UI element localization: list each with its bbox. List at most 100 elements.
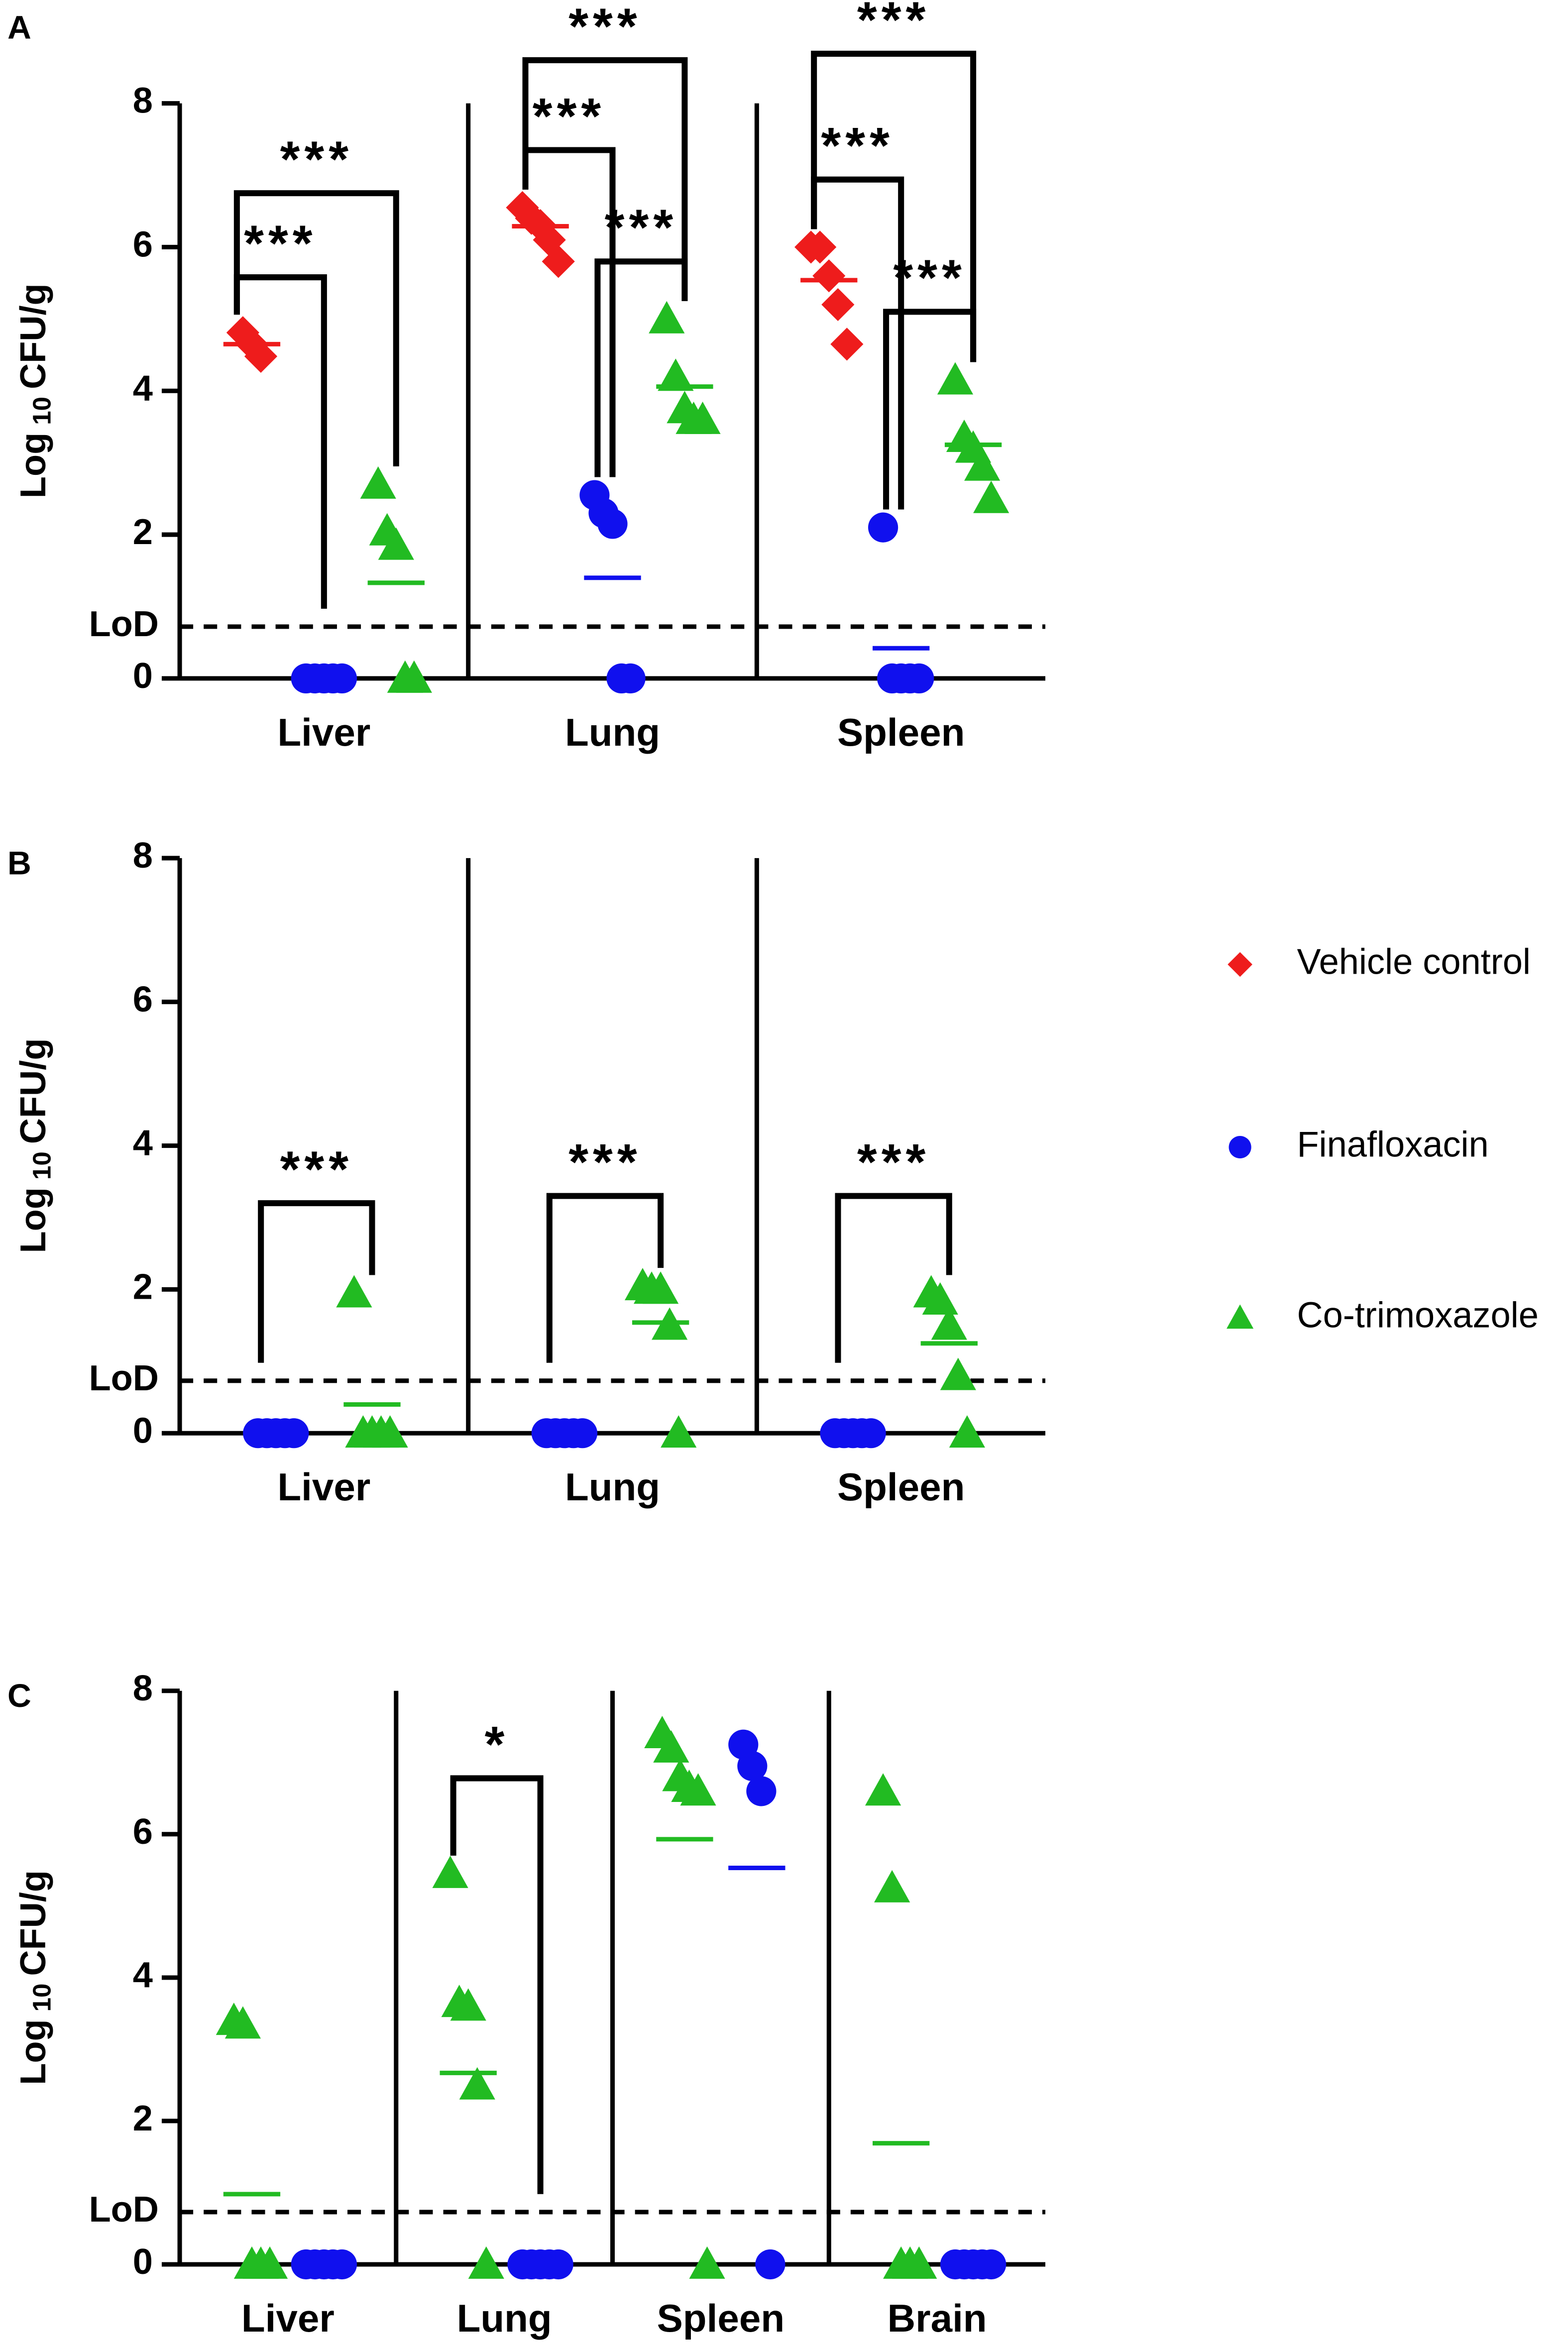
- y-axis-label: Log 10 CFU/g: [13, 1870, 55, 2085]
- bracket: [258, 1200, 375, 1363]
- significance-label: ***: [857, 1133, 930, 1191]
- point: [865, 1773, 901, 1806]
- point: [949, 1415, 985, 1448]
- bracket: [233, 190, 399, 466]
- x-tick-label: Lung: [565, 710, 660, 754]
- point: [653, 1730, 689, 1763]
- point: [1227, 1304, 1254, 1329]
- point: [372, 1415, 408, 1448]
- point: [224, 2006, 261, 2039]
- point: [468, 2246, 504, 2279]
- point: [1228, 952, 1252, 977]
- y-tick-label: 8: [133, 836, 153, 876]
- point: [922, 1282, 958, 1315]
- y-tick-label: 0: [133, 2242, 153, 2282]
- lod-label: LoD: [89, 1358, 159, 1398]
- x-tick-label: Brain: [888, 2296, 987, 2340]
- point: [830, 328, 864, 361]
- point: [904, 663, 934, 693]
- point: [746, 1776, 777, 1806]
- y-label-text: Log: [13, 2019, 53, 2085]
- point: [1229, 1136, 1251, 1159]
- lod-label: LoD: [89, 604, 159, 644]
- point: [396, 660, 432, 693]
- point: [459, 2067, 495, 2100]
- panel-label: C: [7, 1678, 31, 1714]
- panel-label: B: [7, 845, 31, 882]
- x-tick-label: Spleen: [837, 710, 965, 754]
- x-tick-label: Spleen: [657, 2296, 784, 2340]
- significance-label: ***: [244, 215, 317, 272]
- point: [432, 1855, 468, 1888]
- point: [360, 466, 396, 499]
- x-tick-label: Liver: [277, 710, 370, 754]
- bracket: [450, 1775, 544, 2194]
- x-tick-label: Lung: [457, 2296, 552, 2340]
- legend-label: Co-trimoxazole: [1297, 1296, 1538, 1336]
- point: [680, 1773, 716, 1806]
- y-label-sub: 10: [27, 397, 56, 425]
- y-label-sub: 10: [27, 1151, 56, 1180]
- bracket: [522, 57, 688, 301]
- significance-label: ***: [857, 0, 930, 48]
- y-tick-label: 4: [133, 368, 153, 408]
- panel-label: A: [7, 9, 31, 46]
- y-tick-label: 6: [133, 224, 153, 264]
- significance-label: *: [485, 1715, 509, 1773]
- bracket: [546, 1193, 664, 1363]
- y-tick-label: 2: [133, 2099, 153, 2138]
- point: [821, 288, 855, 322]
- y-axis-label: Log 10 CFU/g: [13, 283, 55, 498]
- legend-label: Vehicle control: [1297, 942, 1531, 982]
- point: [643, 1271, 679, 1304]
- point: [937, 362, 974, 395]
- point: [615, 663, 646, 693]
- point: [649, 301, 685, 334]
- y-tick-label: 4: [133, 1123, 153, 1163]
- significance-label: ***: [568, 1133, 642, 1191]
- y-tick-label: 0: [133, 1411, 153, 1451]
- significance-label: ***: [821, 117, 894, 174]
- y-tick-label: 2: [133, 1267, 153, 1307]
- lod-label: LoD: [89, 2190, 159, 2230]
- y-label-sub: 10: [27, 1984, 56, 2012]
- significance-label: ***: [568, 0, 642, 55]
- point: [450, 1988, 486, 2021]
- x-tick-label: Lung: [565, 1465, 660, 1509]
- point: [378, 527, 414, 560]
- x-tick-label: Liver: [277, 1465, 370, 1509]
- point: [901, 2246, 937, 2279]
- y-label-unit: CFU/g: [13, 1870, 53, 1976]
- y-tick-label: 8: [133, 1669, 153, 1708]
- y-axis-label: Log 10 CFU/g: [13, 1038, 55, 1253]
- y-tick-label: 0: [133, 656, 153, 696]
- y-label-text: Log: [13, 433, 53, 498]
- point: [803, 230, 837, 264]
- y-tick-label: 6: [133, 980, 153, 1019]
- point: [812, 259, 846, 293]
- significance-label: ***: [533, 87, 606, 144]
- bracket: [811, 50, 977, 362]
- point: [244, 339, 278, 373]
- point: [251, 2246, 288, 2279]
- significance-label: ***: [280, 130, 353, 188]
- point: [755, 2249, 785, 2280]
- bracket: [883, 309, 977, 510]
- legend-label: Finafloxacin: [1297, 1125, 1488, 1165]
- point: [661, 1415, 697, 1448]
- point: [737, 1751, 768, 1782]
- significance-label: ***: [893, 249, 966, 306]
- y-tick-label: 6: [133, 1812, 153, 1852]
- y-label-text: Log: [13, 1187, 53, 1253]
- point: [689, 2246, 725, 2279]
- point: [336, 1275, 372, 1308]
- point: [931, 1307, 967, 1340]
- point: [597, 509, 628, 539]
- bracket: [594, 258, 688, 477]
- significance-label: ***: [605, 199, 678, 256]
- y-label-unit: CFU/g: [13, 1038, 53, 1144]
- x-tick-label: Liver: [241, 2296, 335, 2340]
- significance-label: ***: [280, 1140, 353, 1198]
- bracket: [835, 1193, 952, 1363]
